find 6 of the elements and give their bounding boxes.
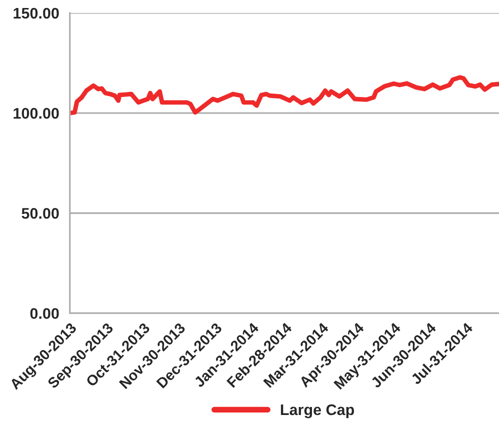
y-tick-label: 150.00: [14, 8, 59, 19]
y-tick-label: 0.00: [30, 308, 59, 319]
y-tick-label: 50.00: [22, 208, 59, 219]
line-series: [70, 75, 499, 116]
y-tick-label: 100.00: [14, 108, 59, 119]
legend-label: Large Cap: [280, 404, 354, 418]
